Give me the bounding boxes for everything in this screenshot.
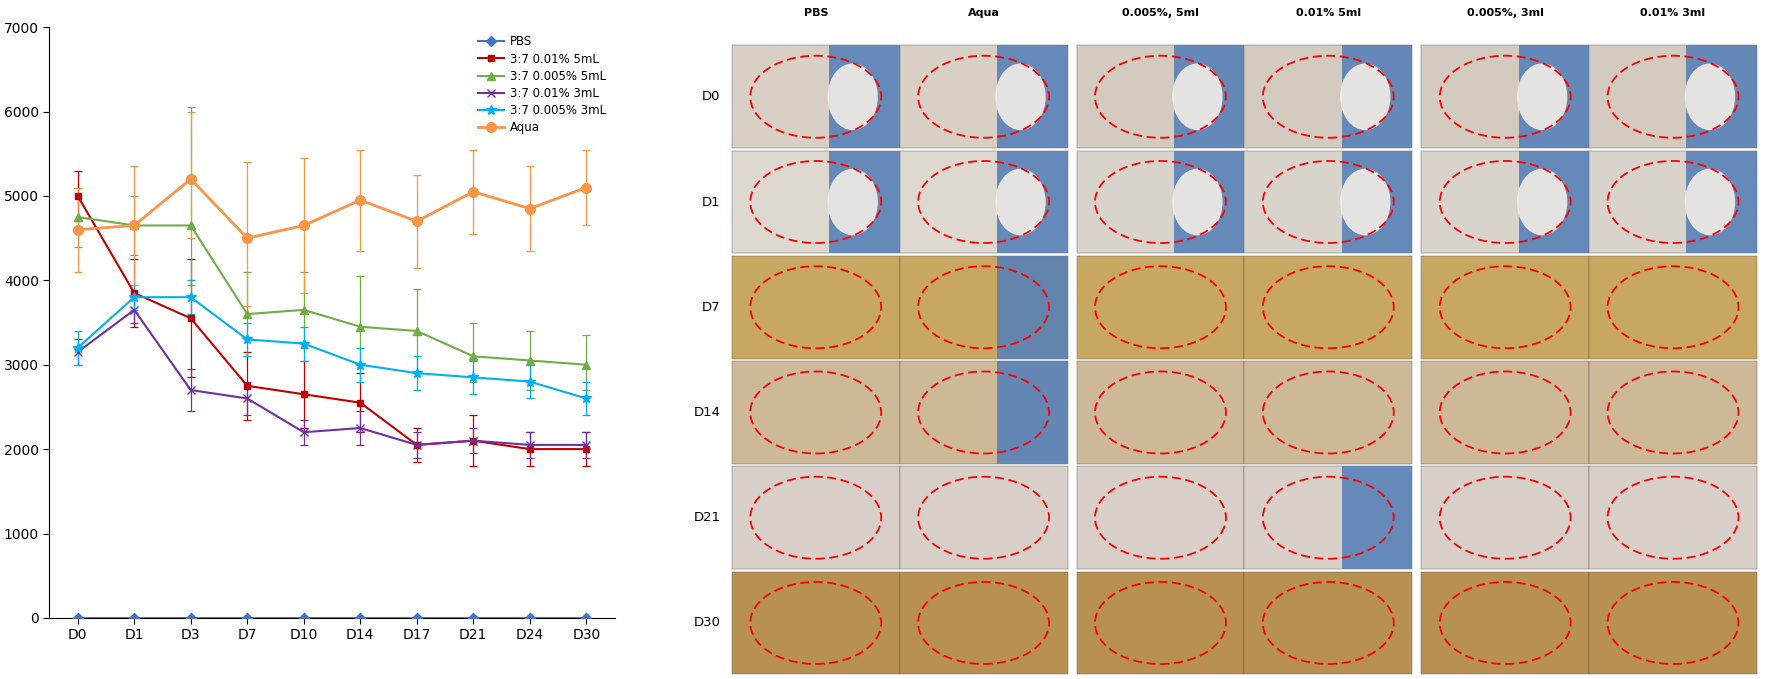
Bar xyxy=(1589,361,1757,464)
Bar xyxy=(731,151,899,253)
Bar xyxy=(830,45,899,148)
Bar xyxy=(830,151,899,253)
Bar xyxy=(1245,572,1413,674)
Bar xyxy=(899,45,1067,148)
Bar xyxy=(1077,45,1245,148)
Ellipse shape xyxy=(1173,168,1222,236)
Ellipse shape xyxy=(828,168,878,236)
Bar xyxy=(1245,361,1413,464)
Ellipse shape xyxy=(1685,168,1736,236)
Bar xyxy=(1342,45,1413,148)
Bar xyxy=(1077,361,1245,464)
Ellipse shape xyxy=(1517,63,1566,130)
Text: PBS: PBS xyxy=(804,8,828,18)
Bar xyxy=(731,466,899,569)
Ellipse shape xyxy=(828,63,878,130)
Text: D30: D30 xyxy=(694,617,721,629)
Bar xyxy=(731,45,899,148)
Bar xyxy=(1245,256,1413,359)
Text: D21: D21 xyxy=(694,511,721,524)
Bar xyxy=(1077,572,1245,674)
Ellipse shape xyxy=(1340,63,1390,130)
Bar xyxy=(998,151,1067,253)
Ellipse shape xyxy=(996,168,1045,236)
Bar xyxy=(1077,151,1245,253)
Bar xyxy=(1422,466,1589,569)
Bar xyxy=(899,361,1067,464)
Text: D14: D14 xyxy=(694,406,721,419)
Bar xyxy=(998,256,1067,359)
Bar xyxy=(1422,361,1589,464)
Bar xyxy=(1245,151,1413,253)
Bar xyxy=(1342,151,1413,253)
Bar xyxy=(1342,466,1413,569)
Bar xyxy=(1422,572,1589,674)
Text: 0.01% 5ml: 0.01% 5ml xyxy=(1296,8,1362,18)
Text: D0: D0 xyxy=(703,90,721,103)
Bar xyxy=(1589,572,1757,674)
Legend: PBS, 3:7 0.01% 5mL, 3:7 0.005% 5mL, 3:7 0.01% 3mL, 3:7 0.005% 3mL, Aqua: PBS, 3:7 0.01% 5mL, 3:7 0.005% 5mL, 3:7 … xyxy=(477,33,609,136)
Bar xyxy=(1422,256,1589,359)
Bar xyxy=(731,256,899,359)
Bar xyxy=(1077,466,1245,569)
Bar xyxy=(731,361,899,464)
Bar xyxy=(1519,45,1589,148)
Bar xyxy=(1589,45,1757,148)
Bar xyxy=(899,151,1067,253)
Bar xyxy=(899,256,1067,359)
Bar xyxy=(1077,256,1245,359)
Bar xyxy=(731,572,899,674)
Bar xyxy=(998,361,1067,464)
Ellipse shape xyxy=(1173,63,1222,130)
Ellipse shape xyxy=(1517,168,1566,236)
Bar xyxy=(1422,45,1589,148)
Bar xyxy=(1422,151,1589,253)
Ellipse shape xyxy=(1685,63,1736,130)
Bar xyxy=(1687,45,1757,148)
Bar xyxy=(1174,45,1245,148)
Ellipse shape xyxy=(1340,168,1390,236)
Bar xyxy=(899,466,1067,569)
Bar xyxy=(899,572,1067,674)
Text: D1: D1 xyxy=(701,196,721,208)
Text: 0.01% 3ml: 0.01% 3ml xyxy=(1641,8,1706,18)
Bar xyxy=(1245,45,1413,148)
Text: D7: D7 xyxy=(701,301,721,314)
Text: 0.005%, 3ml: 0.005%, 3ml xyxy=(1468,8,1543,18)
Bar xyxy=(998,45,1067,148)
Bar xyxy=(1687,151,1757,253)
Text: 0.005%, 5ml: 0.005%, 5ml xyxy=(1121,8,1199,18)
Bar xyxy=(1589,151,1757,253)
Bar xyxy=(1174,151,1245,253)
Bar xyxy=(1589,466,1757,569)
Bar xyxy=(1519,151,1589,253)
Ellipse shape xyxy=(996,63,1045,130)
Text: Aqua: Aqua xyxy=(968,8,1000,18)
Bar xyxy=(1245,466,1413,569)
Bar xyxy=(1589,256,1757,359)
